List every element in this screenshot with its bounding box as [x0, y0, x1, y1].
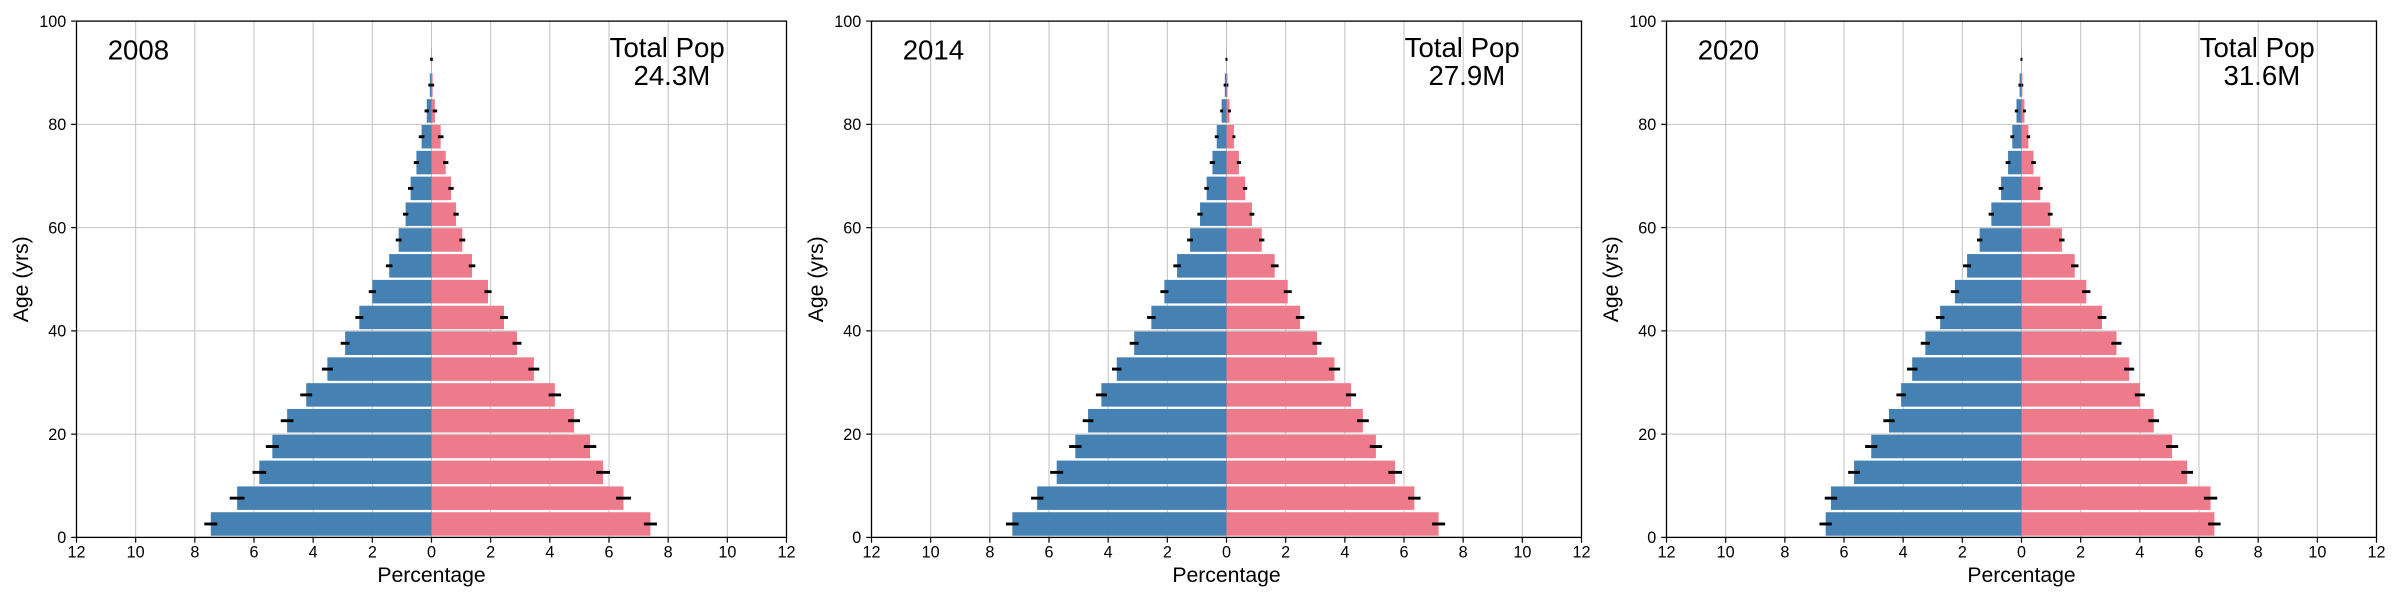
svg-text:12: 12: [1657, 544, 1675, 562]
svg-text:40: 40: [843, 323, 861, 341]
svg-text:8: 8: [1780, 544, 1789, 562]
svg-text:Percentage: Percentage: [377, 564, 485, 587]
svg-text:60: 60: [843, 219, 861, 237]
svg-text:12: 12: [1572, 544, 1590, 562]
svg-text:2: 2: [1163, 544, 1172, 562]
svg-text:80: 80: [1638, 116, 1656, 134]
svg-text:80: 80: [48, 116, 66, 134]
svg-text:Age (yrs): Age (yrs): [10, 236, 33, 322]
svg-text:2: 2: [2076, 544, 2085, 562]
svg-text:12: 12: [67, 544, 85, 562]
svg-text:Total Pop: Total Pop: [2200, 32, 2315, 63]
svg-text:4: 4: [1899, 544, 1908, 562]
svg-text:40: 40: [1638, 323, 1656, 341]
svg-text:8: 8: [664, 544, 673, 562]
svg-text:Age (yrs): Age (yrs): [805, 236, 828, 322]
svg-text:8: 8: [190, 544, 199, 562]
svg-text:31.6M: 31.6M: [2223, 60, 2300, 91]
svg-text:Age (yrs): Age (yrs): [1600, 236, 1623, 322]
svg-text:Total Pop: Total Pop: [1405, 32, 1520, 63]
svg-text:12: 12: [2367, 544, 2385, 562]
svg-text:100: 100: [1629, 13, 1656, 31]
svg-text:10: 10: [922, 544, 940, 562]
svg-text:4: 4: [2135, 544, 2144, 562]
svg-text:6: 6: [604, 544, 613, 562]
svg-text:6: 6: [1399, 544, 1408, 562]
svg-text:Total Pop: Total Pop: [610, 32, 725, 63]
svg-text:0: 0: [852, 529, 861, 547]
svg-text:24.3M: 24.3M: [633, 60, 710, 91]
svg-text:60: 60: [48, 219, 66, 237]
svg-text:10: 10: [127, 544, 145, 562]
svg-text:2: 2: [368, 544, 377, 562]
svg-text:6: 6: [1839, 544, 1848, 562]
svg-text:10: 10: [1717, 544, 1735, 562]
svg-text:8: 8: [1459, 544, 1468, 562]
svg-text:27.9M: 27.9M: [1428, 60, 1505, 91]
svg-text:0: 0: [1647, 529, 1656, 547]
svg-text:20: 20: [843, 426, 861, 444]
svg-text:Percentage: Percentage: [1967, 564, 2075, 587]
svg-text:10: 10: [2308, 544, 2326, 562]
svg-text:2: 2: [1281, 544, 1290, 562]
svg-text:40: 40: [48, 323, 66, 341]
svg-text:4: 4: [545, 544, 554, 562]
svg-text:80: 80: [843, 116, 861, 134]
svg-text:8: 8: [2254, 544, 2263, 562]
svg-text:Percentage: Percentage: [1172, 564, 1280, 587]
svg-text:4: 4: [1104, 544, 1113, 562]
svg-text:4: 4: [309, 544, 318, 562]
svg-text:0: 0: [427, 544, 436, 562]
svg-text:0: 0: [2017, 544, 2026, 562]
svg-text:20: 20: [1638, 426, 1656, 444]
svg-text:100: 100: [39, 13, 66, 31]
svg-text:6: 6: [249, 544, 258, 562]
svg-text:6: 6: [2194, 544, 2203, 562]
svg-text:0: 0: [1222, 544, 1231, 562]
svg-text:60: 60: [1638, 219, 1656, 237]
svg-text:2014: 2014: [903, 35, 964, 66]
svg-text:10: 10: [718, 544, 736, 562]
svg-text:2008: 2008: [108, 35, 169, 66]
svg-text:0: 0: [57, 529, 66, 547]
svg-text:6: 6: [1044, 544, 1053, 562]
svg-text:4: 4: [1340, 544, 1349, 562]
svg-text:20: 20: [48, 426, 66, 444]
svg-text:100: 100: [834, 13, 861, 31]
svg-text:8: 8: [985, 544, 994, 562]
svg-text:2020: 2020: [1698, 35, 1759, 66]
svg-text:2: 2: [486, 544, 495, 562]
svg-text:2: 2: [1958, 544, 1967, 562]
svg-text:12: 12: [777, 544, 795, 562]
svg-text:10: 10: [1513, 544, 1531, 562]
svg-text:12: 12: [862, 544, 880, 562]
